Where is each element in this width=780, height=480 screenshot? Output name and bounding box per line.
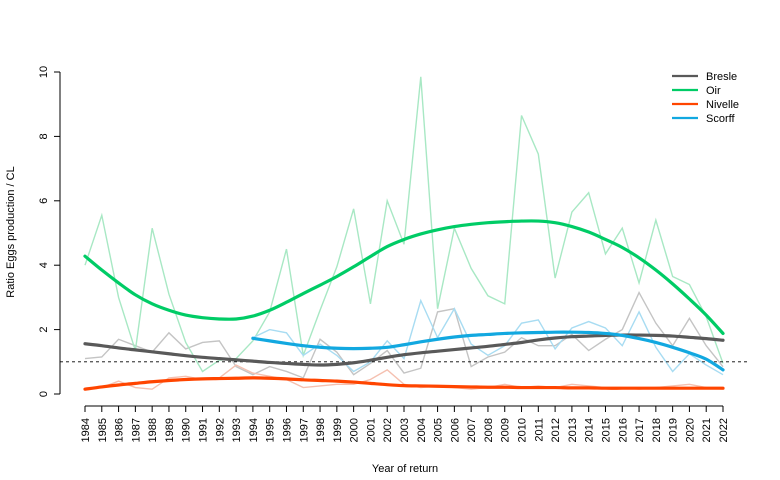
- x-tick-label: 2005: [433, 418, 445, 442]
- x-tick-label: 2022: [718, 418, 730, 442]
- x-tick-label: 1996: [281, 418, 293, 442]
- raw-line-scorff: [252, 298, 724, 376]
- smooth-line-scorff: [251, 330, 725, 372]
- raw-line-bresle: [84, 291, 724, 379]
- x-tick-label: 2007: [466, 418, 478, 442]
- raw-series-layer: [84, 76, 724, 390]
- x-tick-label: 2013: [567, 418, 579, 442]
- y-tick-label: 6: [38, 198, 50, 204]
- smooth-series-layer: [83, 219, 725, 391]
- x-tick-label: 2008: [483, 418, 495, 442]
- x-tick-label: 1998: [315, 418, 327, 442]
- x-tick-label: 2017: [634, 418, 646, 442]
- x-tick-label: 1995: [265, 418, 277, 442]
- smooth-line-oir: [83, 219, 725, 336]
- smooth-line-nivelle: [83, 376, 725, 391]
- raw-line-oir: [84, 76, 724, 373]
- x-tick-label: 2009: [500, 418, 512, 442]
- x-axis-title: Year of return: [372, 463, 438, 475]
- y-tick-label: 8: [38, 133, 50, 139]
- x-tick-label: 2018: [651, 418, 663, 442]
- legend-label-bresle: Bresle: [706, 71, 737, 83]
- x-tick-label: 1993: [231, 418, 243, 442]
- x-tick-label: 2004: [416, 418, 428, 442]
- x-tick-label: 2019: [668, 418, 680, 442]
- x-tick-label: 1991: [198, 418, 210, 442]
- y-tick-label: 10: [38, 66, 50, 78]
- x-tick-label: 1989: [164, 418, 176, 442]
- x-tick-label: 1984: [80, 418, 92, 442]
- y-tick-label: 4: [38, 262, 50, 268]
- x-tick-label: 2006: [449, 418, 461, 442]
- x-tick-label: 2002: [382, 418, 394, 442]
- x-tick-label: 2015: [600, 418, 612, 442]
- x-tick-label: 1985: [97, 418, 109, 442]
- legend: Bresle Oir Nivelle Scorff: [672, 71, 739, 125]
- x-tick-label: 1990: [181, 418, 193, 442]
- x-tick-label: 1999: [332, 418, 344, 442]
- smooth-line-bresle: [83, 333, 725, 367]
- x-tick-label: 1988: [147, 418, 159, 442]
- x-tick-label: 2016: [617, 418, 629, 442]
- x-tick-label: 2021: [701, 418, 713, 442]
- x-tick-label: 2000: [349, 418, 361, 442]
- y-tick-label: 0: [38, 391, 50, 397]
- x-tick-label: 2014: [584, 418, 596, 442]
- x-tick-label: 2020: [684, 418, 696, 442]
- y-axis: 0 2 4 6 8 10: [38, 66, 61, 397]
- legend-label-nivelle: Nivelle: [706, 99, 739, 111]
- y-axis-title: Ratio Eggs production / CL: [5, 166, 17, 297]
- x-tick-label: 1992: [214, 418, 226, 442]
- y-tick-label: 2: [38, 327, 50, 333]
- x-tick-label: 2001: [365, 418, 377, 442]
- x-tick-label: 1987: [130, 418, 142, 442]
- x-tick-label: 2010: [517, 418, 529, 442]
- x-tick-label: 1994: [248, 418, 260, 442]
- x-tick-label: 2012: [550, 418, 562, 442]
- x-tick-label: 2011: [533, 418, 545, 442]
- legend-label-oir: Oir: [706, 85, 721, 97]
- legend-label-scorff: Scorff: [706, 113, 735, 125]
- x-tick-label: 2003: [399, 418, 411, 442]
- x-tick-label: 1986: [114, 418, 126, 442]
- x-tick-label: 1997: [298, 418, 310, 442]
- x-axis: 1984 1985 1986 1987 1988 1989 1990 1991 1992 1993…: [80, 405, 730, 442]
